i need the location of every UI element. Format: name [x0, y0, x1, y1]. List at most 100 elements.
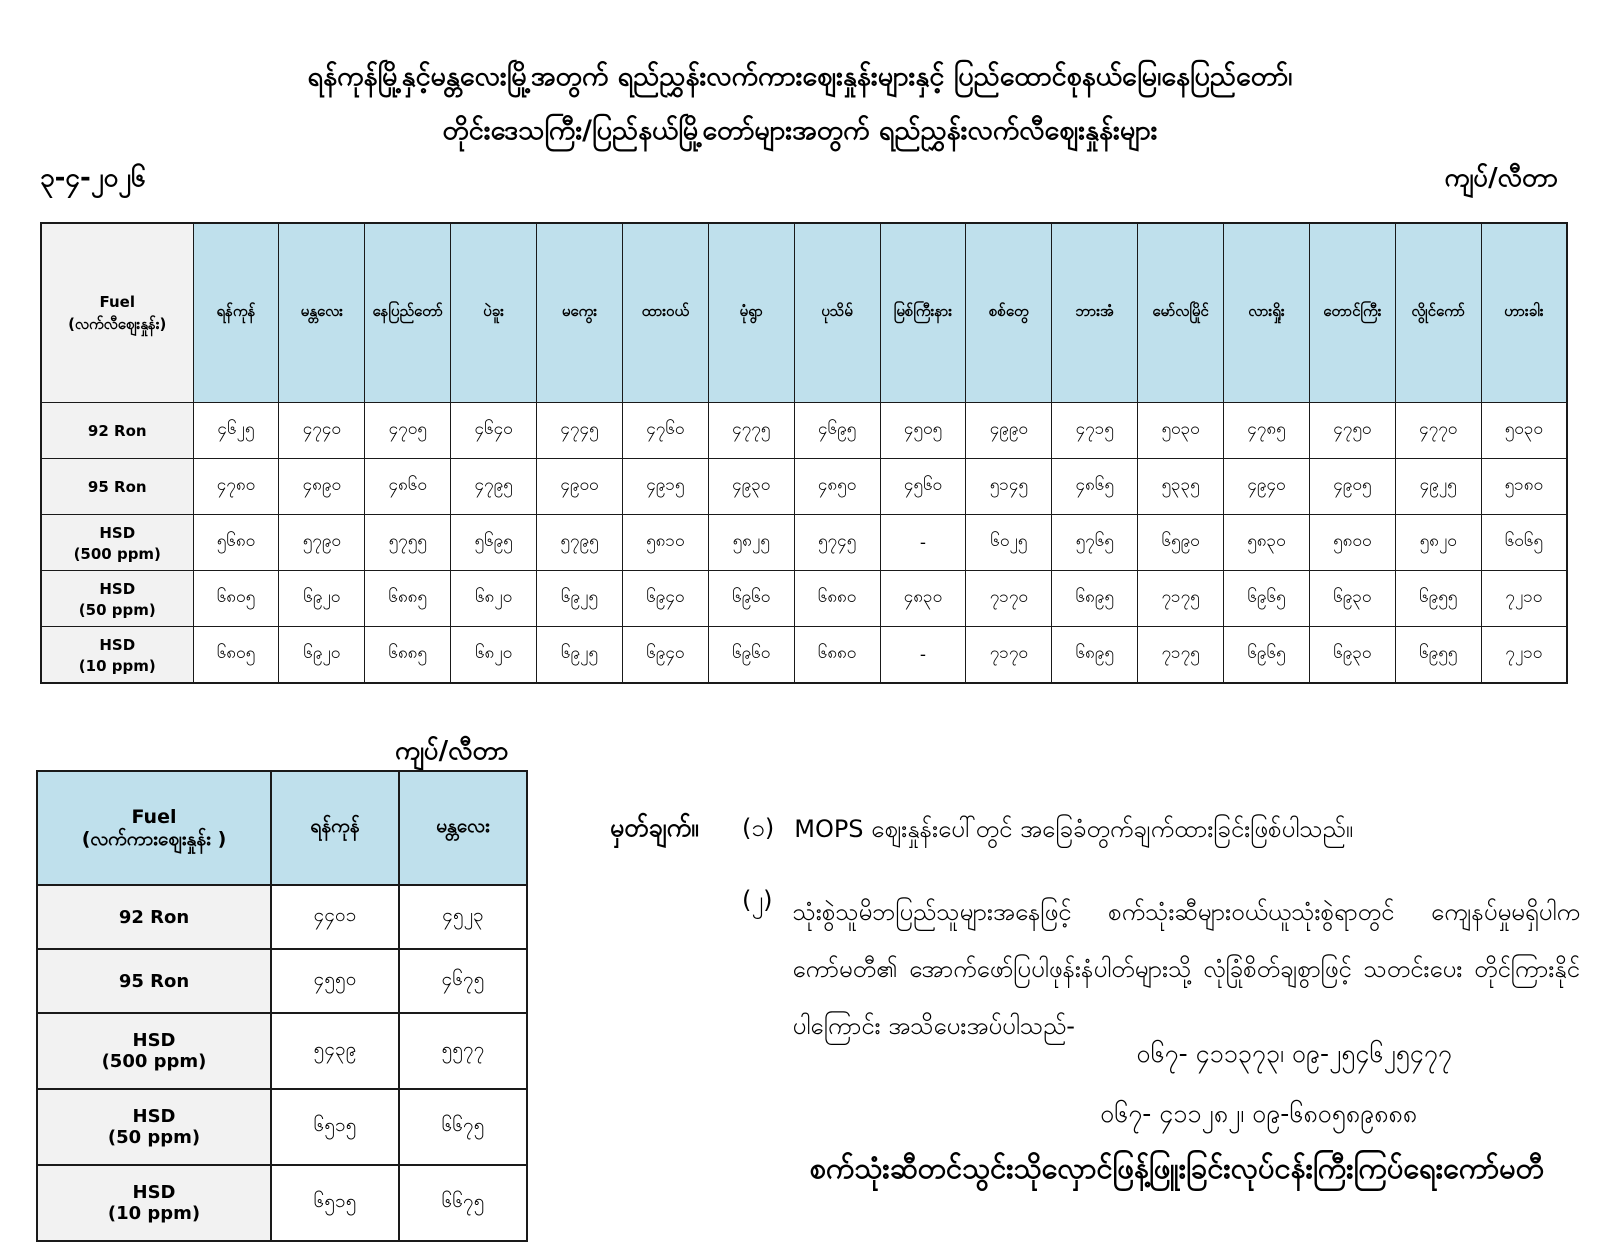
price-row: HSD (500 ppm) ၅၆၈၀ ၅၇၉၀ ၅၇၅၅ ၅၆၉၅ ၅၇၉၅ ၅၈၁၀ ၅၈၂၅…	[40, 514, 1568, 571]
city-header-cell: လွိုင်ကော်	[1394, 222, 1482, 403]
title-line-1: ရန်ကုန်မြို့နှင့်မန္တလေးမြို့အတွက် ရည်ညွ…	[307, 61, 1293, 92]
city-header-cell: ပုသိမ်	[793, 222, 881, 403]
city-header-cell: မြစ်ကြီးနား	[879, 222, 967, 403]
city-header-cell: လားရှိုး	[1223, 222, 1310, 403]
price-row: HSD (50 ppm) ၆၅၁၅ ၆၆၇၅	[36, 1088, 528, 1166]
price-cell: ၆၉၆၅	[1223, 626, 1310, 684]
price-cell: ၅၁၄၅	[965, 458, 1053, 515]
fuel-name-cell: HSD (10 ppm)	[36, 1164, 272, 1242]
price-cell: ၆၉၂၀	[278, 570, 366, 627]
complaint-phone-line-1: ၀၆၇- ၄၁၁၃၇၃၊ ၀၉-၂၅၄၆၂၅၄၇၇	[1136, 1039, 1452, 1068]
price-cell: ၆၅၉၀	[1137, 514, 1224, 571]
report-date: ၃-၄-၂၀၂၆	[40, 163, 146, 193]
committee-signature: စက်သုံးဆီတင်သွင်းသိုလှောင်ဖြန့်ဖြူးခြင်း…	[809, 1151, 1544, 1185]
note-text: သုံးစွဲသူမိဘပြည်သူများအနေဖြင့် စက်သုံးဆီ…	[792, 898, 1580, 1040]
fuel-name-cell: HSD (50 ppm)	[36, 1088, 272, 1166]
fuel-column-header: Fuel (လက်ကားဈေးနှုန်း )	[36, 770, 272, 886]
price-cell: ၄၆၄၀	[450, 402, 537, 459]
unit-label-wholesale: ကျပ်/လီတာ	[395, 736, 509, 766]
price-cell: ၅၅၇၇	[398, 1012, 528, 1090]
price-cell: ၄၇၆၀	[621, 402, 709, 459]
city-header-cell: မုံရွာ	[707, 222, 795, 403]
price-cell: ၆၈၀၅	[192, 570, 280, 627]
price-cell: ၅၈၃၀	[1223, 514, 1310, 571]
retail-header-row: Fuel (လက်လီဈေးနှုန်း) ရန်ကုန် မန္တလေး နေပြည်…	[40, 222, 1568, 403]
price-cell: ၆၅၁၅	[270, 1088, 400, 1166]
price-cell: ၆၉၆၀	[707, 570, 795, 627]
price-cell: ၆၈၂၀	[450, 570, 537, 627]
city-header-cell: ပဲခူး	[450, 222, 537, 403]
fuel-name-cell: 95 Ron	[40, 458, 194, 515]
price-cell: ၅၆၉၅	[450, 514, 537, 571]
price-cell: ၄၈၆၀	[364, 458, 452, 515]
price-cell: ၅၁၈၀	[1480, 458, 1568, 515]
fuel-name-cell: HSD (500 ppm)	[36, 1012, 272, 1090]
fuel-name-cell: 92 Ron	[36, 884, 272, 950]
price-cell: ၆၈၈၀	[793, 626, 881, 684]
price-cell: ၅၆၈၀	[192, 514, 280, 571]
price-cell: ၇၁၇၀	[965, 570, 1053, 627]
city-header-cell: နေပြည်တော်	[364, 222, 452, 403]
city-header-cell: ရန်ကုန်	[270, 770, 400, 886]
price-cell: ၄၉၁၅	[621, 458, 709, 515]
price-cell: ၄၉၀၅	[1308, 458, 1396, 515]
price-cell: ၅၇၄၅	[793, 514, 881, 571]
note-number: (၂)	[742, 886, 773, 914]
fuel-name-cell: HSD (50 ppm)	[40, 570, 194, 627]
price-cell: ၇၁၇၅	[1137, 626, 1224, 684]
price-cell: ၆၈၈၅	[364, 570, 452, 627]
city-header-cell: ထားဝယ်	[621, 222, 709, 403]
price-cell: ၄၈၆၅	[1051, 458, 1139, 515]
city-header-cell: မော်လမြိုင်	[1137, 222, 1224, 403]
price-cell: ၄၇၈၅	[1223, 402, 1310, 459]
complaint-phone-line-2: ၀၆၇- ၄၁၁၂၈၂၊ ၀၉-၆၈၀၅၈၉၈၈၈	[1100, 1099, 1417, 1128]
price-cell: ၆၆၇၅	[398, 1164, 528, 1242]
price-cell: ၆၉၃၀	[1308, 626, 1396, 684]
price-cell: ၆၉၄၀	[621, 570, 709, 627]
city-header-cell: ဟားခါး	[1480, 222, 1568, 403]
price-cell: -	[879, 514, 967, 571]
price-cell: ၇၁၇၅	[1137, 570, 1224, 627]
note-text: MOPS ဈေးနှုန်းပေါ်တွင် အခြေခံတွက်ချက်ထား…	[794, 815, 1354, 843]
price-cell: ၆၈၀၅	[192, 626, 280, 684]
city-header-cell: တောင်ကြီး	[1308, 222, 1396, 403]
price-cell: ၆၈၂၀	[450, 626, 537, 684]
document-title: ရန်ကုန်မြို့နှင့်မန္တလေးမြို့အတွက် ရည်ညွ…	[0, 50, 1600, 158]
price-cell: ၆၉၅၅	[1394, 626, 1482, 684]
price-cell: ၆၈၉၅	[1051, 570, 1139, 627]
price-cell: ၆၉၂၅	[536, 626, 623, 684]
wholesale-header-row: Fuel (လက်ကားဈေးနှုန်း ) ရန်ကုန် မန္တလေး	[36, 770, 528, 886]
price-cell: ၅၄၃၉	[270, 1012, 400, 1090]
price-cell: ၅၀၃၀	[1137, 402, 1224, 459]
price-row: 95 Ron ၄၅၅၀ ၄၆၇၅	[36, 948, 528, 1014]
price-cell: ၇၁၇၀	[965, 626, 1053, 684]
fuel-name-cell: HSD (500 ppm)	[40, 514, 194, 571]
price-cell: ၄၇၁၅	[1051, 402, 1139, 459]
city-header-cell: မန္တလေး	[398, 770, 528, 886]
note-item-1: (၁) MOPS ဈေးနှုန်းပေါ်တွင် အခြေခံတွက်ချက…	[742, 812, 1572, 848]
fuel-name-cell: HSD (10 ppm)	[40, 626, 194, 684]
price-cell: ၄၇၀၅	[364, 402, 452, 459]
price-cell: ၆၅၁၅	[270, 1164, 400, 1242]
price-cell: ၄၉၃၀	[707, 458, 795, 515]
price-cell: ၇၂၁၀	[1480, 626, 1568, 684]
city-header-cell: စစ်တွေ	[965, 222, 1053, 403]
unit-label-retail: ကျပ်/လီတာ	[1444, 163, 1558, 193]
price-cell: ၆၈၈၅	[364, 626, 452, 684]
price-row: HSD (500 ppm) ၅၄၃၉ ၅၅၇၇	[36, 1012, 528, 1090]
price-cell: ၄၈၉၀	[278, 458, 366, 515]
price-cell: ၄၇၇၀	[1394, 402, 1482, 459]
price-cell: ၅၈၂၀	[1394, 514, 1482, 571]
price-cell: ၄၄၀၁	[270, 884, 400, 950]
price-cell: ၄၇၇၅	[707, 402, 795, 459]
price-cell: ၆၉၂၀	[278, 626, 366, 684]
price-cell: ၅၈၁၀	[621, 514, 709, 571]
price-row: 95 Ron ၄၇၈၀ ၄၈၉၀ ၄၈၆၀ ၄၇၉၅ ၄၉၀၀ ၄၉၁၅ ၄၉၃၀ ၄၈၅၀ ၄၅…	[40, 458, 1568, 515]
price-row: HSD (50 ppm) ၆၈၀၅ ၆၉၂၀ ၆၈၈၅ ၆၈၂၀ ၆၉၂၅ ၆၉၄၀ ၆၉၆၀၆…	[40, 570, 1568, 627]
price-cell: ၆၉၆၀	[707, 626, 795, 684]
price-cell: ၄၅၂၃	[398, 884, 528, 950]
price-cell: ၄၉၀၀	[536, 458, 623, 515]
price-row: 92 Ron ၄၆၂၅ ၄၇၄၀ ၄၇၀၅ ၄၆၄၀ ၄၇၄၅ ၄၇၆၀ ၄၇၇၅ ၄၆၉၅ ၄၅…	[40, 402, 1568, 459]
price-cell: ၆၀၂၅	[965, 514, 1053, 571]
city-header-cell: မကွေး	[536, 222, 623, 403]
